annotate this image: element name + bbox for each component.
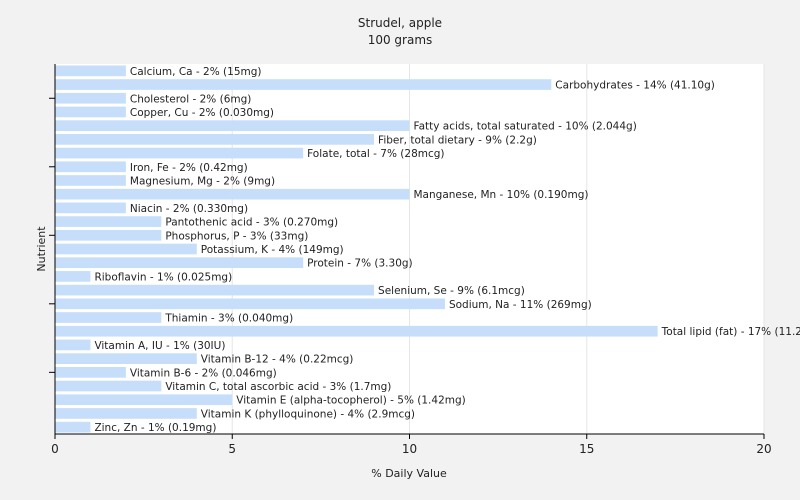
bar <box>55 421 91 433</box>
x-tick-label: 0 <box>51 442 59 456</box>
bar <box>55 147 304 159</box>
bar <box>55 229 162 241</box>
x-tick-label: 15 <box>579 442 594 456</box>
bar <box>55 243 197 255</box>
bar <box>55 65 126 77</box>
bar-label: Copper, Cu - 2% (0.030mg) <box>130 107 274 119</box>
x-tick-label: 20 <box>756 442 771 456</box>
bar <box>55 353 197 364</box>
bar <box>55 284 375 296</box>
bar <box>55 257 304 269</box>
bar <box>55 92 126 104</box>
bar-label: Vitamin B-12 - 4% (0.22mcg) <box>201 354 354 366</box>
bar-label: Fatty acids, total saturated - 10% (2.04… <box>414 121 637 133</box>
bar <box>55 394 233 406</box>
bar <box>55 271 91 282</box>
bar-label: Carbohydrates - 14% (41.10g) <box>555 80 715 92</box>
bar-label: Selenium, Se - 9% (6.1mcg) <box>378 285 525 297</box>
bar <box>55 298 445 310</box>
bar <box>55 202 126 214</box>
bars: Calcium, Ca - 2% (15mg) Carbohydrates - 1… <box>55 65 800 434</box>
bar-label: Folate, total - 7% (28mcg) <box>307 148 444 160</box>
bar-label: Manganese, Mn - 10% (0.190mg) <box>414 189 589 201</box>
bar-label: Vitamin E (alpha-tocopherol) - 5% (1.42m… <box>236 395 466 407</box>
bar-label: Sodium, Na - 11% (269mg) <box>449 299 592 311</box>
bar <box>55 339 91 351</box>
bar <box>55 134 375 145</box>
bar-label: Fiber, total dietary - 9% (2.2g) <box>378 134 537 146</box>
bar-label: Pantothenic acid - 3% (0.270mg) <box>165 217 338 229</box>
chart-title: Strudel, apple <box>358 16 442 30</box>
chart-subtitle: 100 grams <box>368 33 433 47</box>
bar-label: Magnesium, Mg - 2% (9mg) <box>130 175 275 187</box>
x-tick-label: 10 <box>402 442 417 456</box>
bar-label: Vitamin B-6 - 2% (0.046mg) <box>130 367 277 379</box>
bar-label: Vitamin A, IU - 1% (30IU) <box>94 340 225 352</box>
bar <box>55 175 126 186</box>
bar <box>55 408 197 419</box>
bar-label: Niacin - 2% (0.330mg) <box>130 203 248 215</box>
bar-label: Thiamin - 3% (0.040mg) <box>164 313 293 325</box>
bar-label: Iron, Fe - 2% (0.42mg) <box>130 162 248 174</box>
bar-label: Phosphorus, P - 3% (33mg) <box>165 230 308 242</box>
bar <box>55 380 162 392</box>
bar-label: Potassium, K - 4% (149mg) <box>201 244 344 256</box>
bar-label: Vitamin K (phylloquinone) - 4% (2.9mcg) <box>201 408 415 420</box>
bar <box>55 188 410 200</box>
bar <box>55 325 658 337</box>
bar <box>55 161 126 173</box>
bar <box>55 79 552 90</box>
axes: 0 5 10 15 20 <box>49 64 772 456</box>
bar <box>55 216 162 227</box>
bar-label: Vitamin C, total ascorbic acid - 3% (1.7… <box>165 381 391 393</box>
x-tick-label: 5 <box>228 442 236 456</box>
bar-label: Protein - 7% (3.30g) <box>307 258 413 270</box>
bar-label: Zinc, Zn - 1% (0.19mg) <box>94 422 216 434</box>
bar <box>55 120 410 132</box>
bar <box>55 366 126 378</box>
bar <box>55 312 162 323</box>
bar-label: Total lipid (fat) - 17% (11.20g) <box>661 326 800 338</box>
bar <box>55 106 126 118</box>
bar-label: Riboflavin - 1% (0.025mg) <box>94 271 232 283</box>
bar-label: Cholesterol - 2% (6mg) <box>130 93 252 105</box>
x-axis-label: % Daily Value <box>371 467 447 480</box>
y-axis-label: Nutrient <box>35 226 48 272</box>
bar-label: Calcium, Ca - 2% (15mg) <box>130 66 262 78</box>
